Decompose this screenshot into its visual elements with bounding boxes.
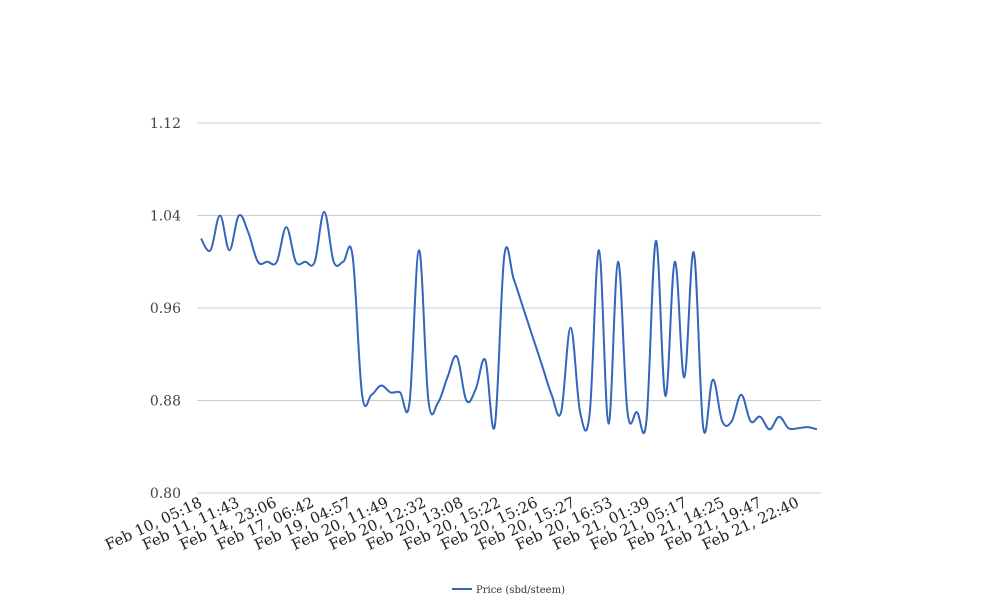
gridlines — [197, 122, 821, 494]
y-tick-label: 1.04 — [150, 209, 181, 225]
y-tick-label: 0.80 — [150, 486, 181, 502]
y-tick-label: 1.12 — [150, 116, 181, 132]
y-axis-tick-labels: 0.80 0.88 0.96 1.04 1.12 — [150, 116, 181, 502]
y-tick-label: 0.96 — [150, 301, 181, 317]
y-tick-label: 0.88 — [150, 394, 181, 410]
legend[interactable]: Price (sbd/steem) — [452, 585, 565, 596]
legend-label: Price (sbd/steem) — [476, 585, 565, 596]
series-line — [200, 211, 818, 434]
series-layer — [200, 211, 818, 434]
